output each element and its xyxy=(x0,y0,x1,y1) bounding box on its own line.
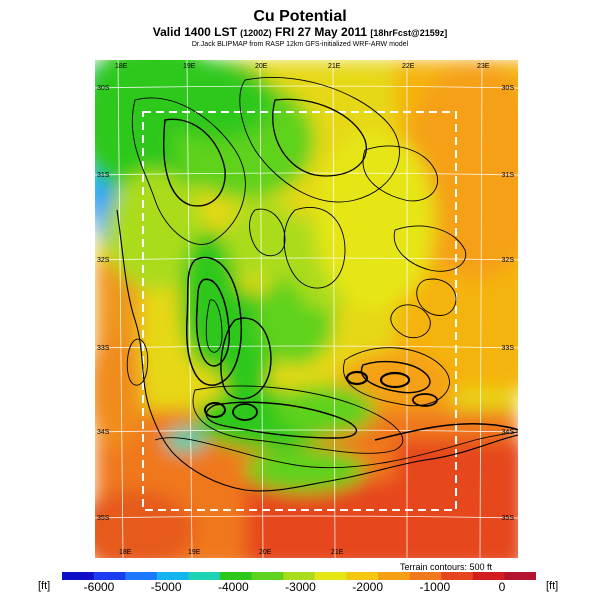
lat-label: 33S xyxy=(502,345,515,352)
lon-label: 21E xyxy=(331,549,344,556)
terrain-contour-note: Terrain contours: 500 ft xyxy=(400,562,493,572)
colorbar-segment xyxy=(220,572,253,580)
model-source: Dr.Jack BLIPMAP from RASP 12km GFS-initi… xyxy=(191,41,409,48)
colorbar-segment xyxy=(346,572,379,580)
lat-label: 33S xyxy=(97,345,110,352)
lon-label: 21E xyxy=(328,63,341,70)
colorbar-segment xyxy=(504,572,536,580)
colorbar-tick-label: -6000 xyxy=(83,580,115,594)
lat-label: 30S xyxy=(97,85,110,92)
forecast-info: [18hrFcst@2159z] xyxy=(370,28,448,38)
graticule xyxy=(95,60,518,558)
colorbar-segment xyxy=(472,572,505,580)
lat-label: 32S xyxy=(502,257,515,264)
terrain-contours xyxy=(126,76,518,469)
colorbar-segment xyxy=(378,572,411,580)
lon-label: 18E xyxy=(115,63,128,70)
colorbar xyxy=(62,572,536,580)
colorbar-segment xyxy=(93,572,126,580)
lon-label: 19E xyxy=(183,63,196,70)
lon-label: 20E xyxy=(255,63,268,70)
map-title: Cu Potential xyxy=(253,8,347,25)
lat-label: 35S xyxy=(502,515,515,522)
lon-labels-bottom: 18E 19E 20E 21E xyxy=(119,549,344,556)
inner-domain-box xyxy=(142,111,457,511)
colorbar-unit-left: [ft] xyxy=(38,580,51,592)
colorbar-segment xyxy=(62,572,95,580)
coastline xyxy=(116,209,518,492)
colorbar-tick-label: -2000 xyxy=(352,580,384,594)
colorbar-tick-label: -5000 xyxy=(150,580,182,594)
valid-date: FRI 27 May 2011 xyxy=(275,25,368,39)
colorbar-segment xyxy=(188,572,221,580)
colorbar-tick-label: -3000 xyxy=(285,580,316,594)
colorbar-segment xyxy=(441,572,474,580)
lon-labels-top: 18E 19E 20E 21E 22E 23E xyxy=(115,63,490,70)
valid-utc: (1200Z) xyxy=(240,28,272,38)
colorbar-segment xyxy=(314,572,347,580)
colorbar-segment xyxy=(156,572,189,580)
lat-label: 32S xyxy=(97,257,110,264)
colorbar-unit-right: [ft] xyxy=(546,580,559,592)
colorbar-segment xyxy=(283,572,316,580)
colorbar-tick-label: -4000 xyxy=(217,580,249,594)
lon-label: 23E xyxy=(477,63,490,70)
lat-label: 34S xyxy=(502,429,515,436)
lat-labels-right: 30S 31S 32S 33S 34S 35S xyxy=(502,85,515,522)
valid-time-line: Valid 1400 LST (1200Z) FRI 27 May 2011 [… xyxy=(0,25,600,39)
colorbar-tick-label: 0 xyxy=(498,580,506,594)
lat-label: 35S xyxy=(97,515,110,522)
lat-label: 31S xyxy=(502,172,515,179)
colorbar-segment xyxy=(251,572,284,580)
lat-labels-left: 30S 31S 32S 33S 34S 35S xyxy=(97,85,110,522)
lat-label: 30S xyxy=(502,85,515,92)
colorbar-tick-label: -1000 xyxy=(419,580,451,594)
lat-label: 31S xyxy=(97,172,110,179)
lat-label: 34S xyxy=(97,429,110,436)
cu-potential-field xyxy=(95,60,518,558)
lon-label: 19E xyxy=(188,549,201,556)
lon-label: 18E xyxy=(119,549,132,556)
colorbar-segment xyxy=(125,572,158,580)
cu-potential-map: 18E 19E 20E 21E 22E 23E 18E 19E 20E 21E … xyxy=(95,60,518,558)
lon-label: 22E xyxy=(402,63,415,70)
colorbar-segment xyxy=(409,572,442,580)
lon-label: 20E xyxy=(259,549,272,556)
valid-time: Valid 1400 LST xyxy=(152,25,237,39)
